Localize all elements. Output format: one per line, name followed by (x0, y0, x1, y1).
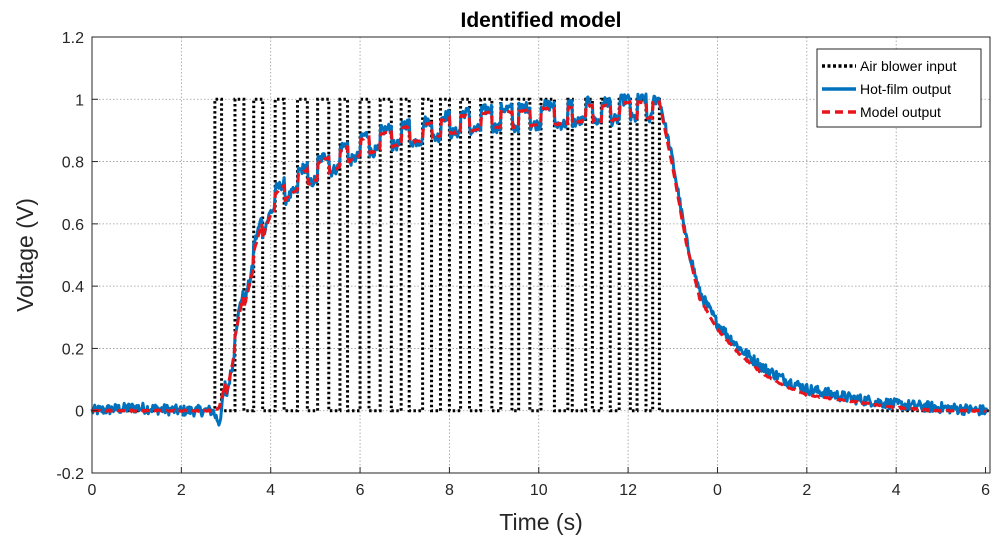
chart-title: Identified model (460, 9, 621, 32)
x-tick-label: 6 (356, 482, 365, 499)
y-tick-label: 0.2 (62, 341, 84, 358)
x-tick-label: 2 (802, 482, 811, 499)
x-tick-label: 8 (445, 482, 454, 499)
x-tick-label: 10 (530, 482, 548, 499)
series-hot-film-output (90, 92, 988, 427)
legend-label-input: Air blower input (860, 58, 957, 74)
x-tick-label: 12 (619, 482, 637, 499)
legend: Air blower input Hot-film output Model o… (816, 48, 982, 128)
series-model-output (92, 99, 987, 414)
y-tick-label: 0 (75, 404, 84, 421)
y-tick-label: -0.2 (56, 466, 84, 483)
plot-frame (91, 36, 991, 474)
y-tick-label: 0.4 (62, 279, 84, 296)
legend-label-hotfilm: Hot-film output (860, 81, 951, 97)
x-tick-label: 0 (713, 482, 722, 499)
series-air-blower-input (92, 97, 990, 413)
y-tick-label: 0.6 (62, 217, 84, 234)
x-tick-label: 2 (177, 482, 186, 499)
x-axis-label: Time (s) (499, 509, 582, 535)
tick-labels: 0 2 4 6 8 10 12 0 2 4 6-0.200.20.40.60.811.2 (56, 30, 990, 499)
x-tick-label: 0 (88, 482, 97, 499)
legend-label-model: Model output (860, 104, 941, 120)
y-tick-label: 0.8 (62, 155, 84, 172)
x-tick-label: 4 (266, 482, 275, 499)
y-tick-label: 1.2 (62, 30, 84, 47)
y-tick-label: 1 (75, 92, 84, 109)
series-layer (90, 92, 990, 427)
x-tick-label: 6 (981, 482, 990, 499)
y-axis-label: Voltage (V) (12, 198, 38, 312)
x-tick-label: 4 (892, 482, 901, 499)
